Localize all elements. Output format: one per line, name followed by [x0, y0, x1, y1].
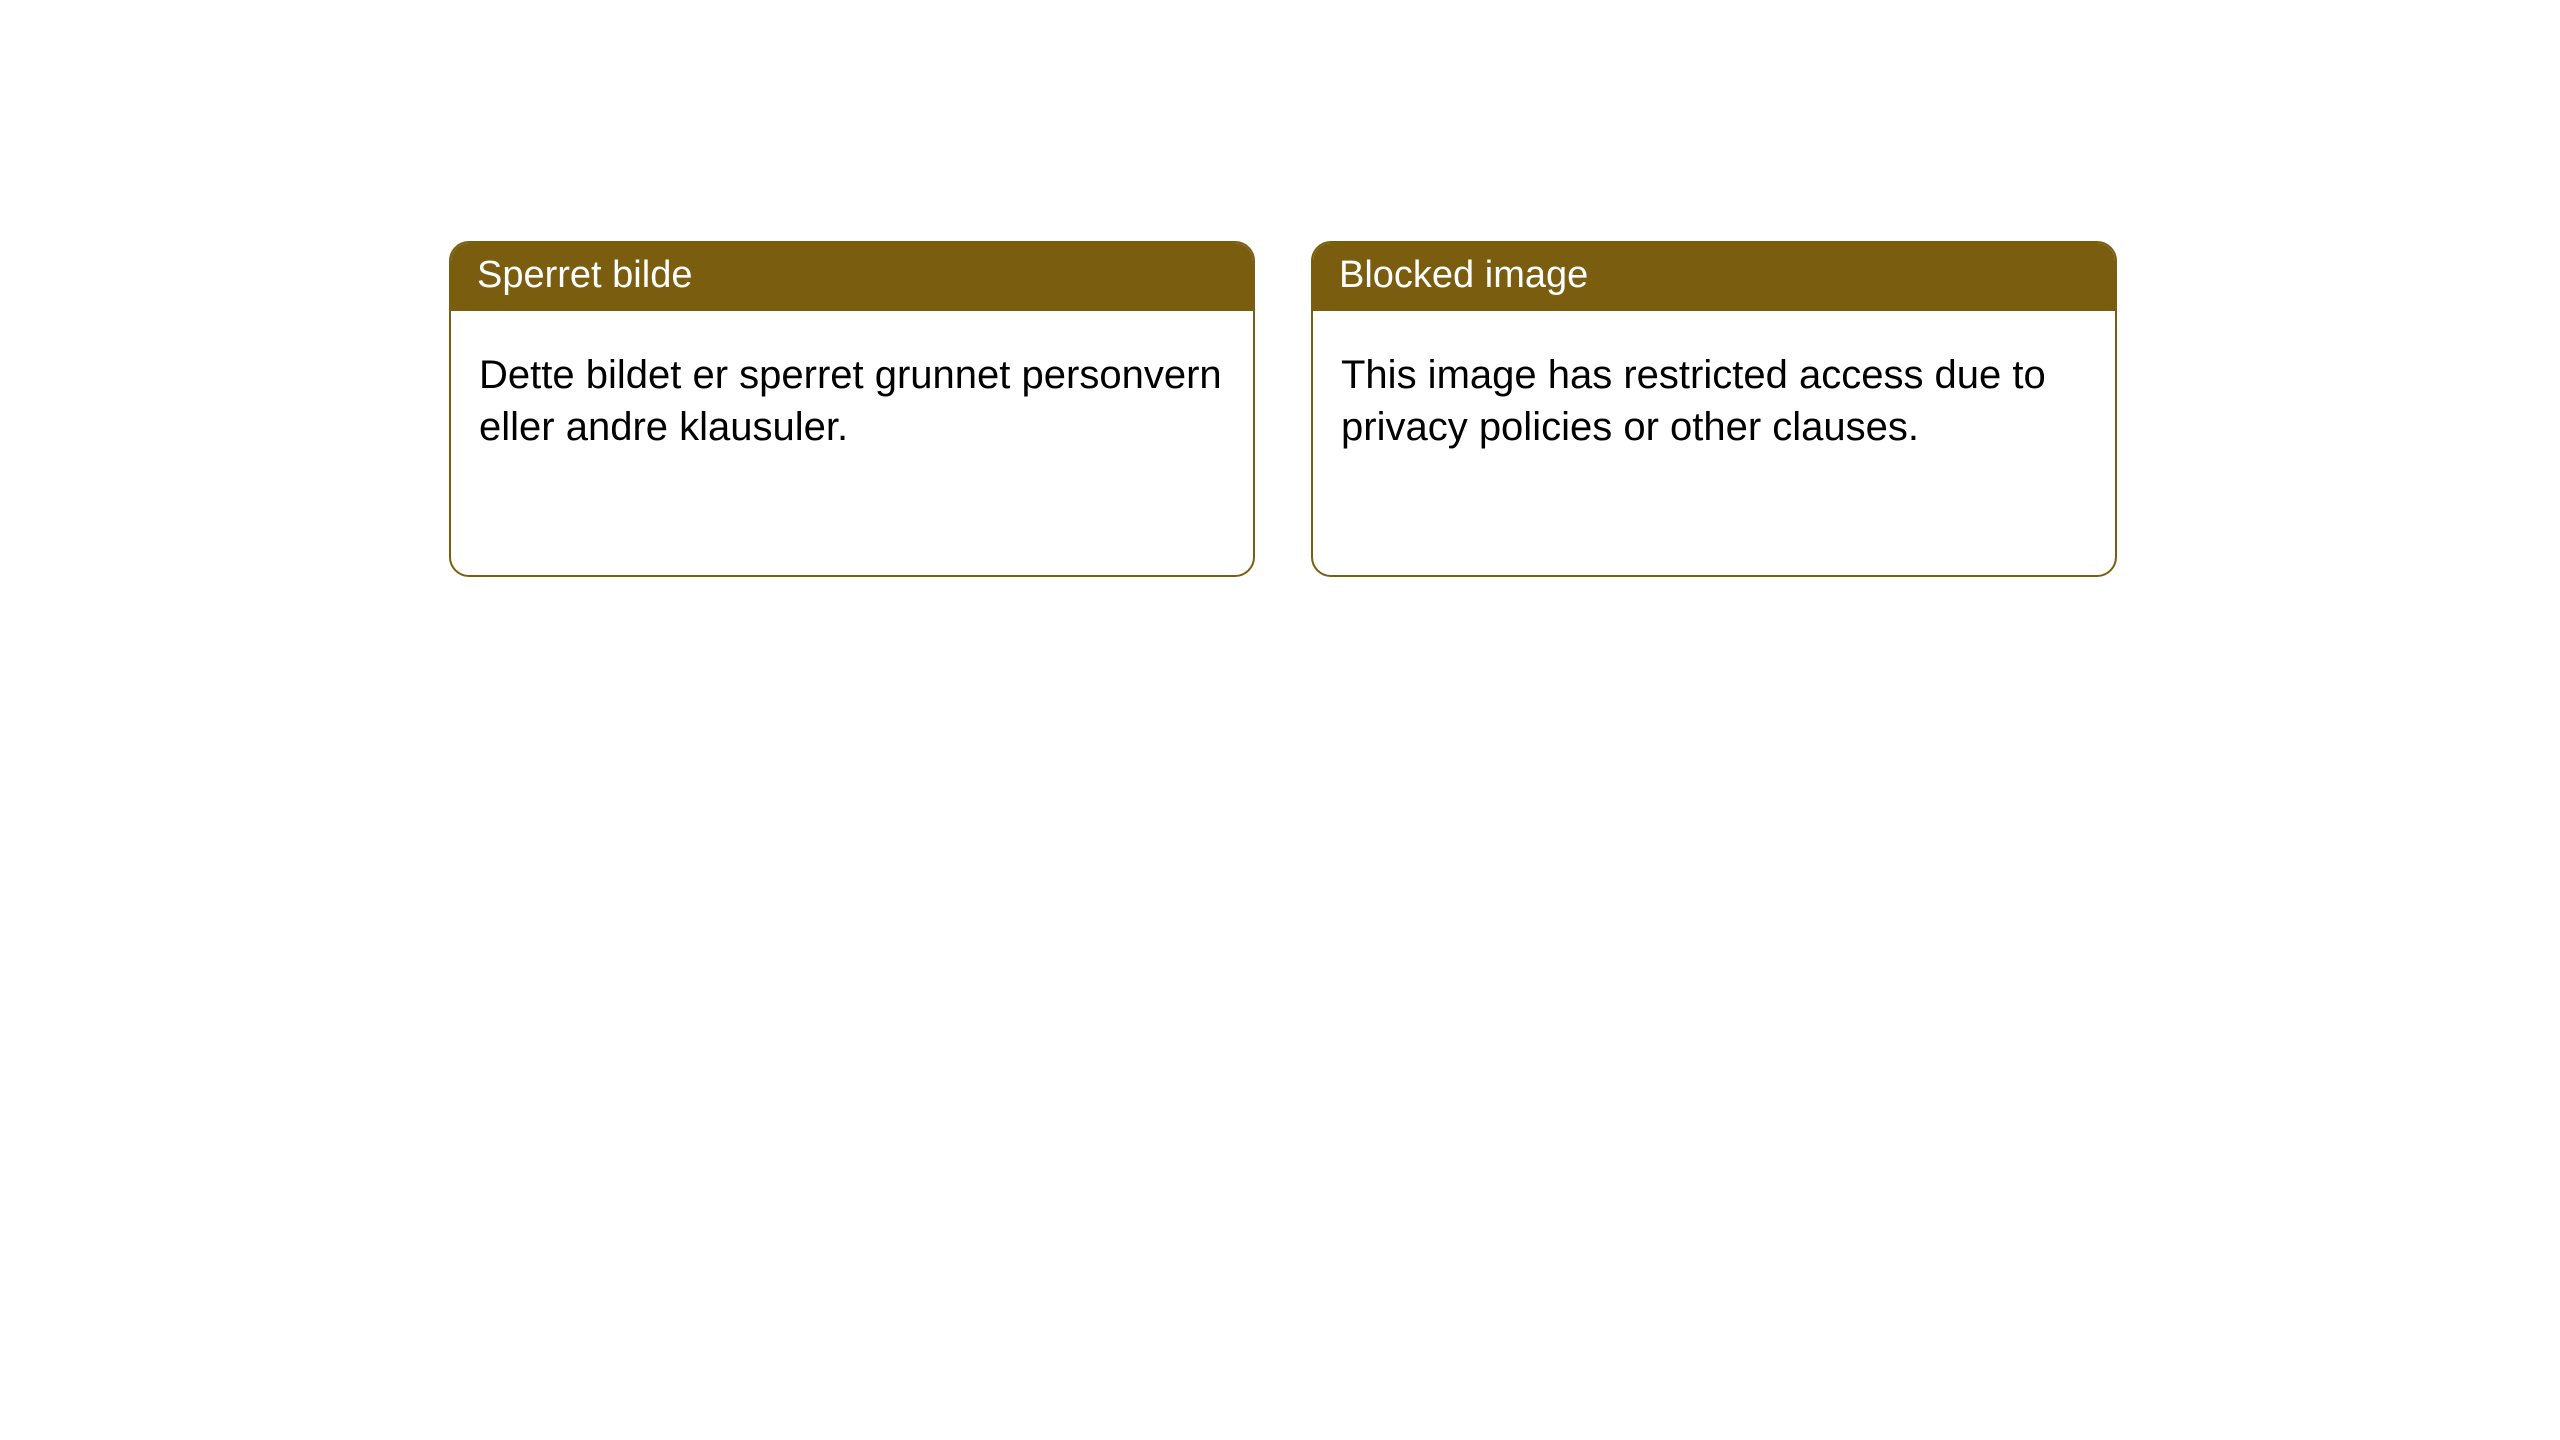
card-body-en: This image has restricted access due to … — [1313, 311, 2115, 483]
card-header-en: Blocked image — [1313, 243, 2115, 311]
card-header-no: Sperret bilde — [451, 243, 1253, 311]
card-body-no: Dette bildet er sperret grunnet personve… — [451, 311, 1253, 483]
blocked-image-card-no: Sperret bilde Dette bildet er sperret gr… — [449, 241, 1255, 577]
blocked-image-notices: Sperret bilde Dette bildet er sperret gr… — [0, 0, 2560, 577]
blocked-image-card-en: Blocked image This image has restricted … — [1311, 241, 2117, 577]
